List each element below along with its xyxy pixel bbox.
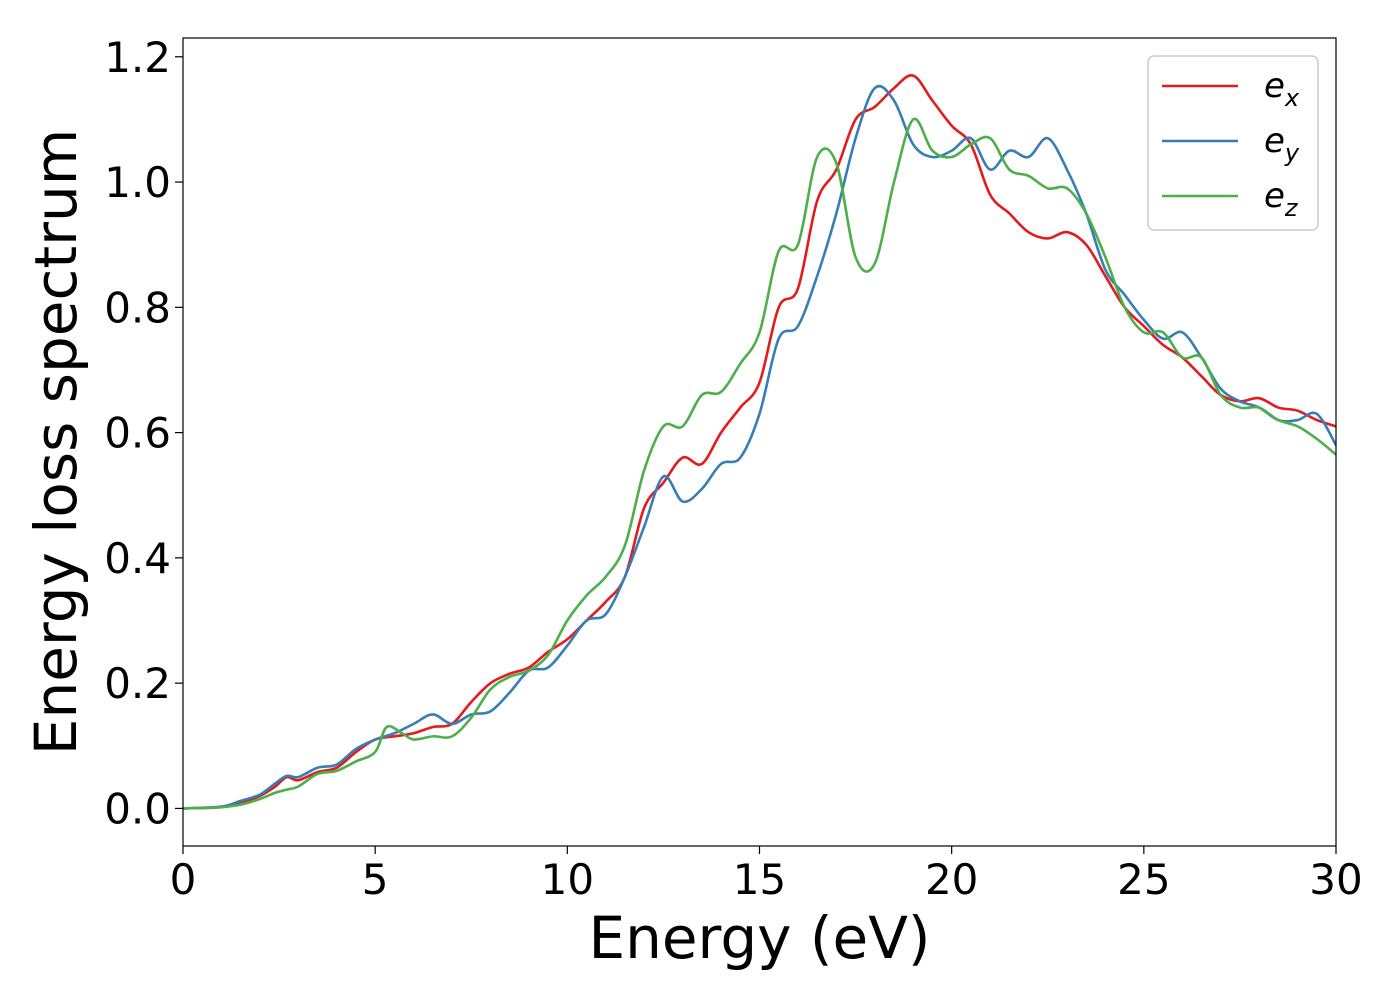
- y-tick-label: 1.2: [104, 33, 171, 82]
- legend-label-subscript: y: [1284, 139, 1300, 167]
- y-tick-label: 0.4: [104, 534, 171, 583]
- legend-box: [1147, 55, 1319, 231]
- legend-label-subscript: x: [1284, 84, 1300, 112]
- y-tick-label: 1.0: [104, 158, 171, 207]
- legend-label-x: ex: [1264, 66, 1300, 112]
- y-tick-label: 0.8: [104, 283, 171, 332]
- legend-label-main: e: [1264, 176, 1285, 216]
- series-layer: [183, 74, 1336, 810]
- legend-label-z: ez: [1264, 176, 1299, 222]
- x-axis-label: Energy (eV): [588, 904, 930, 972]
- legend-label-y: ey: [1264, 121, 1300, 167]
- series-line-y: [183, 84, 1336, 810]
- y-tick-label: 0.6: [104, 409, 171, 458]
- y-axis: 0.0 0.2 0.4 0.6 0.8 1.0 1.2: [104, 33, 183, 833]
- x-tick-label: 25: [1117, 855, 1170, 904]
- series-line-z: [183, 117, 1336, 810]
- x-axis: 0 5 10 15 20 25 30: [170, 846, 1363, 904]
- x-tick-label: 10: [541, 855, 594, 904]
- x-tick-label: 15: [733, 855, 786, 904]
- legend-label-main: e: [1264, 66, 1285, 106]
- y-axis-label: Energy loss spectrum: [22, 129, 90, 755]
- legend-label-subscript: z: [1284, 194, 1299, 222]
- x-tick-label: 5: [362, 855, 389, 904]
- legend-label-main: e: [1264, 121, 1285, 161]
- x-tick-label: 0: [170, 855, 197, 904]
- x-tick-label: 20: [925, 855, 978, 904]
- x-tick-label: 30: [1309, 855, 1362, 904]
- y-tick-label: 0.2: [104, 659, 171, 708]
- y-tick-label: 0.0: [104, 784, 171, 833]
